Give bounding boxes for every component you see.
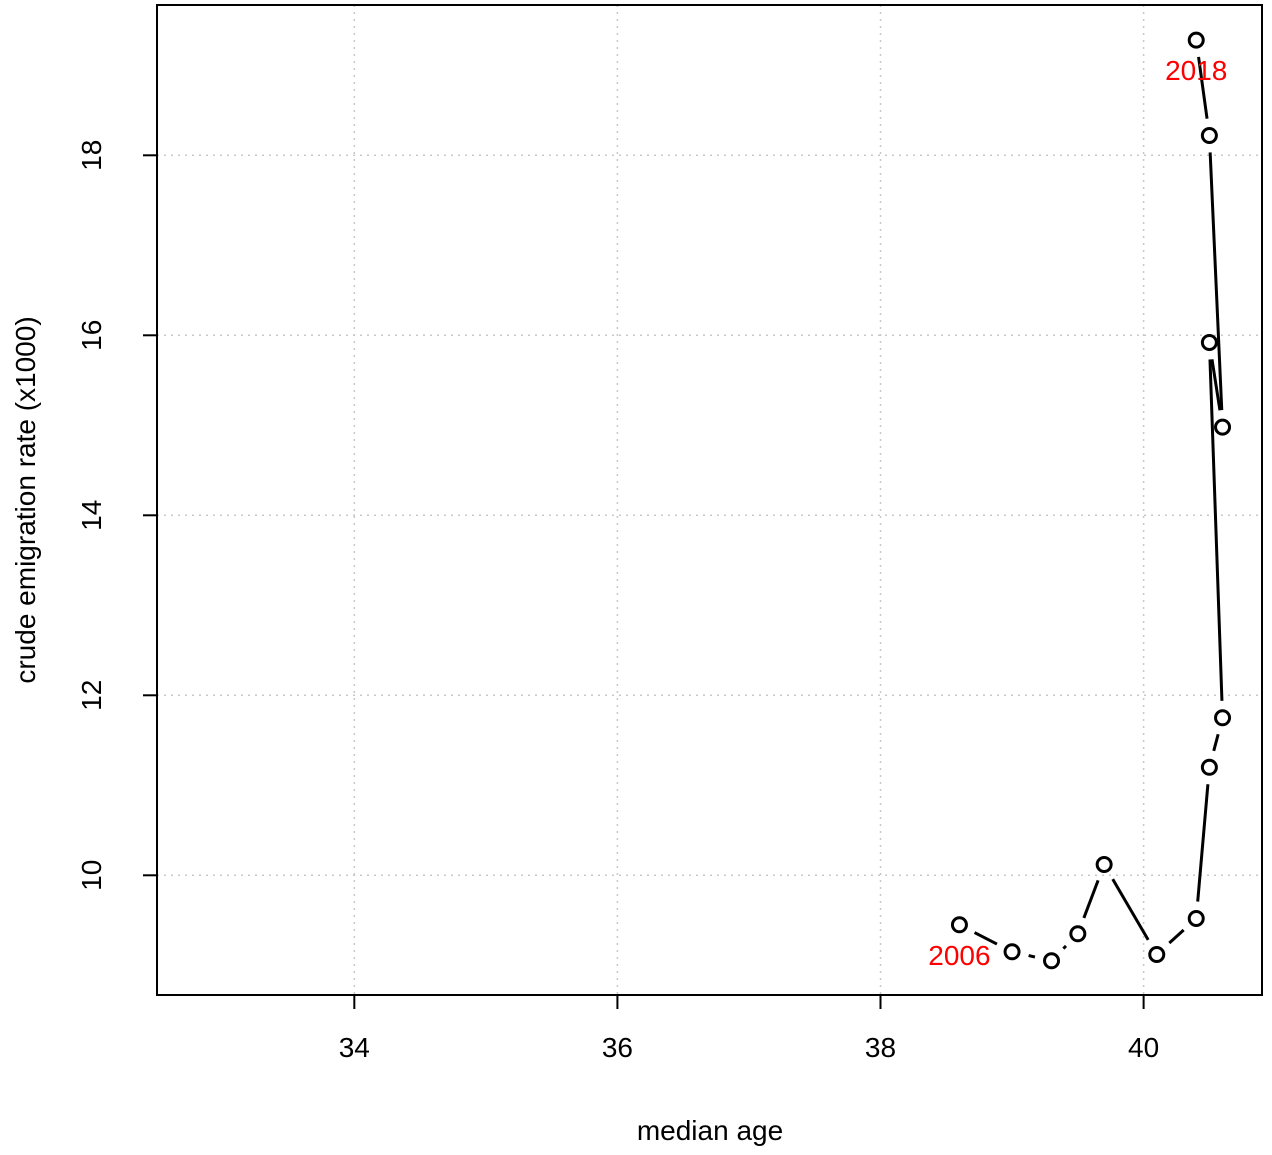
- series-line: [973, 56, 1224, 959]
- data-points: [950, 31, 1232, 970]
- y-tick-label: 18: [76, 140, 107, 171]
- x-axis: 34 36 38 40: [339, 994, 1159, 1063]
- line-segment: [1082, 879, 1100, 919]
- line-segment: [1062, 944, 1068, 950]
- point-label: 2006: [928, 940, 990, 971]
- line-segment: [1028, 954, 1036, 959]
- line-segment: [1196, 784, 1210, 902]
- plot-frame: [156, 4, 1263, 996]
- point-label: 2018: [1165, 55, 1227, 86]
- line-segment: [1212, 733, 1220, 752]
- x-axis-label: median age: [637, 1115, 783, 1146]
- y-axis-label: crude emigration rate (x1000): [10, 316, 41, 683]
- data-point: [1043, 952, 1061, 970]
- y-axis: 10 12 14 16 18: [76, 140, 158, 891]
- line-segment: [1208, 359, 1224, 701]
- x-tick-label: 36: [602, 1032, 633, 1063]
- x-tick-label: 38: [865, 1032, 896, 1063]
- point-labels: 2006 2018: [928, 55, 1227, 971]
- line-segment: [1210, 359, 1222, 411]
- line-segment: [1168, 928, 1185, 945]
- line-segment: [1111, 878, 1150, 941]
- grid: [157, 5, 1262, 995]
- line-segment: [1197, 56, 1209, 119]
- data-point: [1214, 418, 1232, 436]
- y-tick-label: 14: [76, 500, 107, 531]
- data-point: [1214, 709, 1232, 727]
- data-point: [1200, 127, 1218, 144]
- line-segment: [973, 931, 998, 946]
- data-point: [1069, 925, 1087, 943]
- data-point: [1200, 758, 1218, 776]
- y-tick-label: 16: [76, 320, 107, 351]
- y-tick-label: 12: [76, 680, 107, 711]
- data-point: [1003, 943, 1021, 961]
- data-point: [1187, 31, 1205, 49]
- line-segment: [1208, 152, 1224, 411]
- data-point: [950, 916, 968, 934]
- data-point: [1095, 856, 1113, 873]
- x-tick-label: 40: [1128, 1032, 1159, 1063]
- data-point: [1187, 910, 1205, 927]
- x-tick-label: 34: [339, 1032, 370, 1063]
- data-point: [1200, 334, 1218, 351]
- data-point: [1148, 946, 1166, 963]
- y-tick-label: 10: [76, 860, 107, 891]
